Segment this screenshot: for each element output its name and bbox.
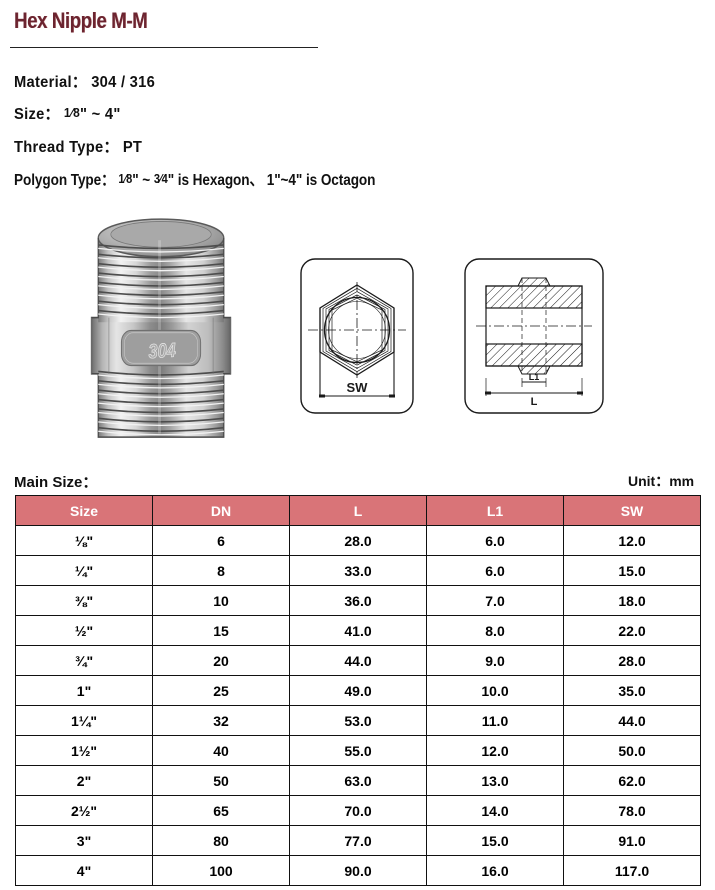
svg-text:SW: SW (347, 380, 369, 395)
svg-text:L1: L1 (529, 372, 540, 382)
svg-text:304: 304 (148, 338, 176, 363)
svg-text:L: L (531, 396, 538, 408)
